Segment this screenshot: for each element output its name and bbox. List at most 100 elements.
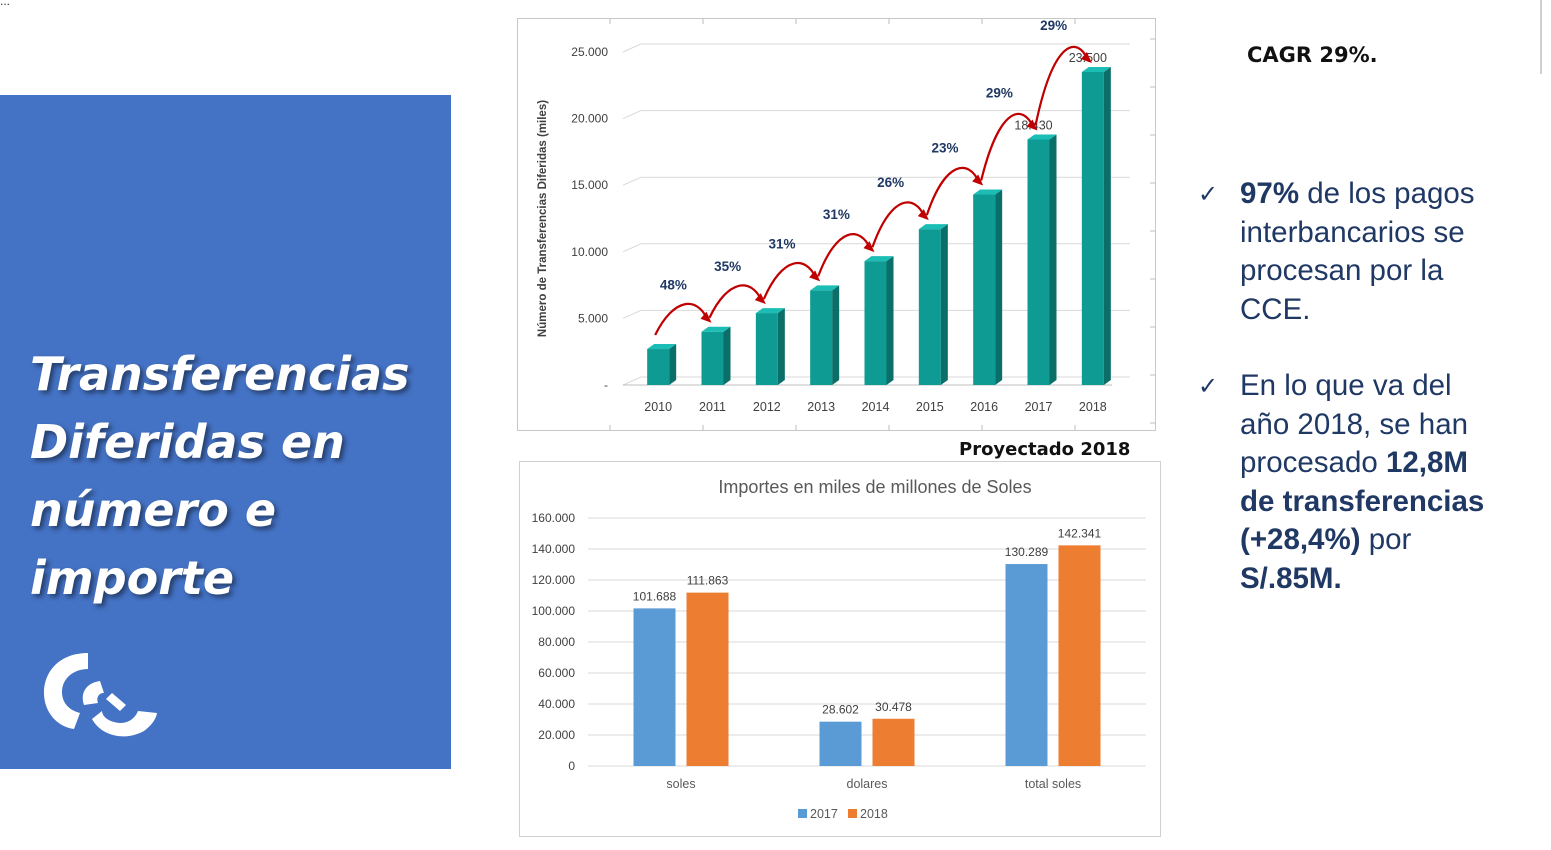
growth-rate-label: 48% xyxy=(660,278,687,293)
bar-2d-top xyxy=(864,256,894,262)
x-tick-label: 2017 xyxy=(1025,400,1053,414)
y-tick-label: 10.000 xyxy=(571,245,608,259)
x-tick-label: total soles xyxy=(1025,777,1081,791)
bar-2d-front xyxy=(973,194,996,385)
cce-logo-icon xyxy=(44,653,157,737)
bar-2d-side xyxy=(886,256,894,385)
x-tick-label: soles xyxy=(666,777,695,791)
bar xyxy=(872,718,915,766)
bar xyxy=(686,592,729,766)
title-line: importe xyxy=(30,551,235,605)
transfer-count-chart: - 5.000 10.000 15.000 20.000 25.000 Número de … xyxy=(537,18,1262,430)
bar-2d-top xyxy=(755,308,785,314)
x-tick-label: 2014 xyxy=(862,400,890,414)
growth-arrowhead xyxy=(809,270,821,282)
bar-2d-front xyxy=(1081,71,1104,386)
bullet-item: ✓ En lo que va del año 2018, se han proc… xyxy=(1198,367,1498,598)
bar-2d-side xyxy=(832,285,840,385)
bar-2d-front xyxy=(918,229,941,385)
growth-arrowhead xyxy=(863,241,875,253)
legend-label: 2017 xyxy=(810,807,838,821)
y-tick-label: 20.000 xyxy=(571,112,608,126)
slide-title: Transferencias Diferidas en número e imp… xyxy=(30,340,440,612)
y-tick-label: 140.000 xyxy=(532,542,576,556)
bar-2d-front xyxy=(701,331,724,385)
growth-arrowhead xyxy=(917,209,929,221)
bullet-text: de los pagos interbancarios se procesan … xyxy=(1240,177,1475,326)
bar xyxy=(633,608,676,766)
y-tick-label: 40.000 xyxy=(538,697,575,711)
growth-arrow xyxy=(708,284,763,319)
chart-title: Importes en miles de millones de Soles xyxy=(718,477,1031,497)
y-tick-label: 15.000 xyxy=(571,178,608,192)
bar-value-label: 142.341 xyxy=(1058,526,1102,540)
bullet-text-bold: 12,8M de transferencias (+28,4%) xyxy=(1240,446,1485,556)
y-tick-label: 5.000 xyxy=(578,311,608,325)
bar-2d-front xyxy=(755,313,778,385)
growth-arrowhead xyxy=(700,311,712,323)
title-line: Diferidas en xyxy=(30,415,345,469)
bar-value-label: 101.688 xyxy=(633,589,677,603)
y-tick-label: 0 xyxy=(568,759,575,773)
growth-rate-label: 23% xyxy=(931,141,958,156)
title-line: Transferencias xyxy=(30,347,410,401)
bullet-list: ✓ 97% de los pagos interbancarios se pro… xyxy=(1198,175,1498,636)
gridline-depth xyxy=(622,243,642,253)
bar-2d-side xyxy=(1103,66,1111,386)
bar-2d-top xyxy=(1081,66,1111,72)
bar-2d-top xyxy=(810,285,840,291)
y-tick-label: 60.000 xyxy=(538,666,575,680)
growth-arrowhead xyxy=(1026,119,1038,131)
bullet-text: por xyxy=(1360,523,1412,556)
growth-arrow xyxy=(925,166,981,216)
bar-value-label: 111.863 xyxy=(687,574,729,588)
growth-rate-label: 31% xyxy=(823,207,850,222)
bar-2d-top xyxy=(973,189,1003,195)
bar-2d-side xyxy=(995,189,1003,385)
bar xyxy=(1005,564,1048,766)
bullet-item: ✓ 97% de los pagos interbancarios se pro… xyxy=(1198,175,1498,329)
y-tick-label: - xyxy=(604,378,608,392)
x-tick-label: 2011 xyxy=(699,400,726,414)
checkmark-icon: ✓ xyxy=(1198,372,1219,400)
bar-2d-front xyxy=(647,349,670,385)
bar-2d-side xyxy=(940,224,948,385)
x-tick-label: 2012 xyxy=(753,400,781,414)
growth-arrowhead xyxy=(972,174,984,186)
growth-arrowhead xyxy=(754,293,766,305)
y-tick-label: 80.000 xyxy=(538,635,575,649)
bar-value-label: 28.602 xyxy=(822,703,859,717)
growth-rate-label: 29% xyxy=(986,86,1013,101)
y-tick-label: 20.000 xyxy=(538,728,575,742)
bar-2d-front xyxy=(864,261,887,385)
gridline-depth xyxy=(622,110,642,120)
bar-2d-top xyxy=(918,224,948,230)
legend-swatch xyxy=(848,809,857,818)
bar-2d-side xyxy=(777,308,785,385)
x-tick-label: 2013 xyxy=(807,400,835,414)
growth-arrow xyxy=(817,233,872,277)
bar-value-label: 30.478 xyxy=(875,700,912,714)
x-tick-label: 2018 xyxy=(1079,400,1107,414)
x-tick-label: dolares xyxy=(847,777,888,791)
bullet-text: En lo que va del año 2018, se han proces… xyxy=(1240,369,1469,479)
gridline-depth xyxy=(622,176,642,186)
bullet-text-bold: S/.85M. xyxy=(1240,561,1342,595)
bullet-text-bold: 97% xyxy=(1240,177,1300,210)
bar-2d-top xyxy=(1027,134,1057,140)
growth-arrow xyxy=(762,261,818,300)
growth-arrow xyxy=(980,112,1035,181)
bar-2d-side xyxy=(1049,134,1057,385)
checkmark-icon: ✓ xyxy=(1198,180,1219,208)
amounts-chart: Importes en miles de millones de Soles 0 2… xyxy=(532,477,1146,821)
y-axis-title: Número de Transferencias Diferidas (mile… xyxy=(537,100,549,337)
amounts-chart-frame: Importes en miles de millones de Soles 0 2… xyxy=(519,461,1161,837)
bar-2d-side xyxy=(669,344,677,385)
bar-value-label: 130.289 xyxy=(1005,545,1049,559)
gridline-depth xyxy=(622,309,642,319)
growth-arrow xyxy=(871,201,926,248)
bar-2d-top xyxy=(701,326,731,332)
bar xyxy=(1058,545,1101,766)
legend-swatch xyxy=(798,809,807,818)
legend-label: 2018 xyxy=(860,807,888,821)
